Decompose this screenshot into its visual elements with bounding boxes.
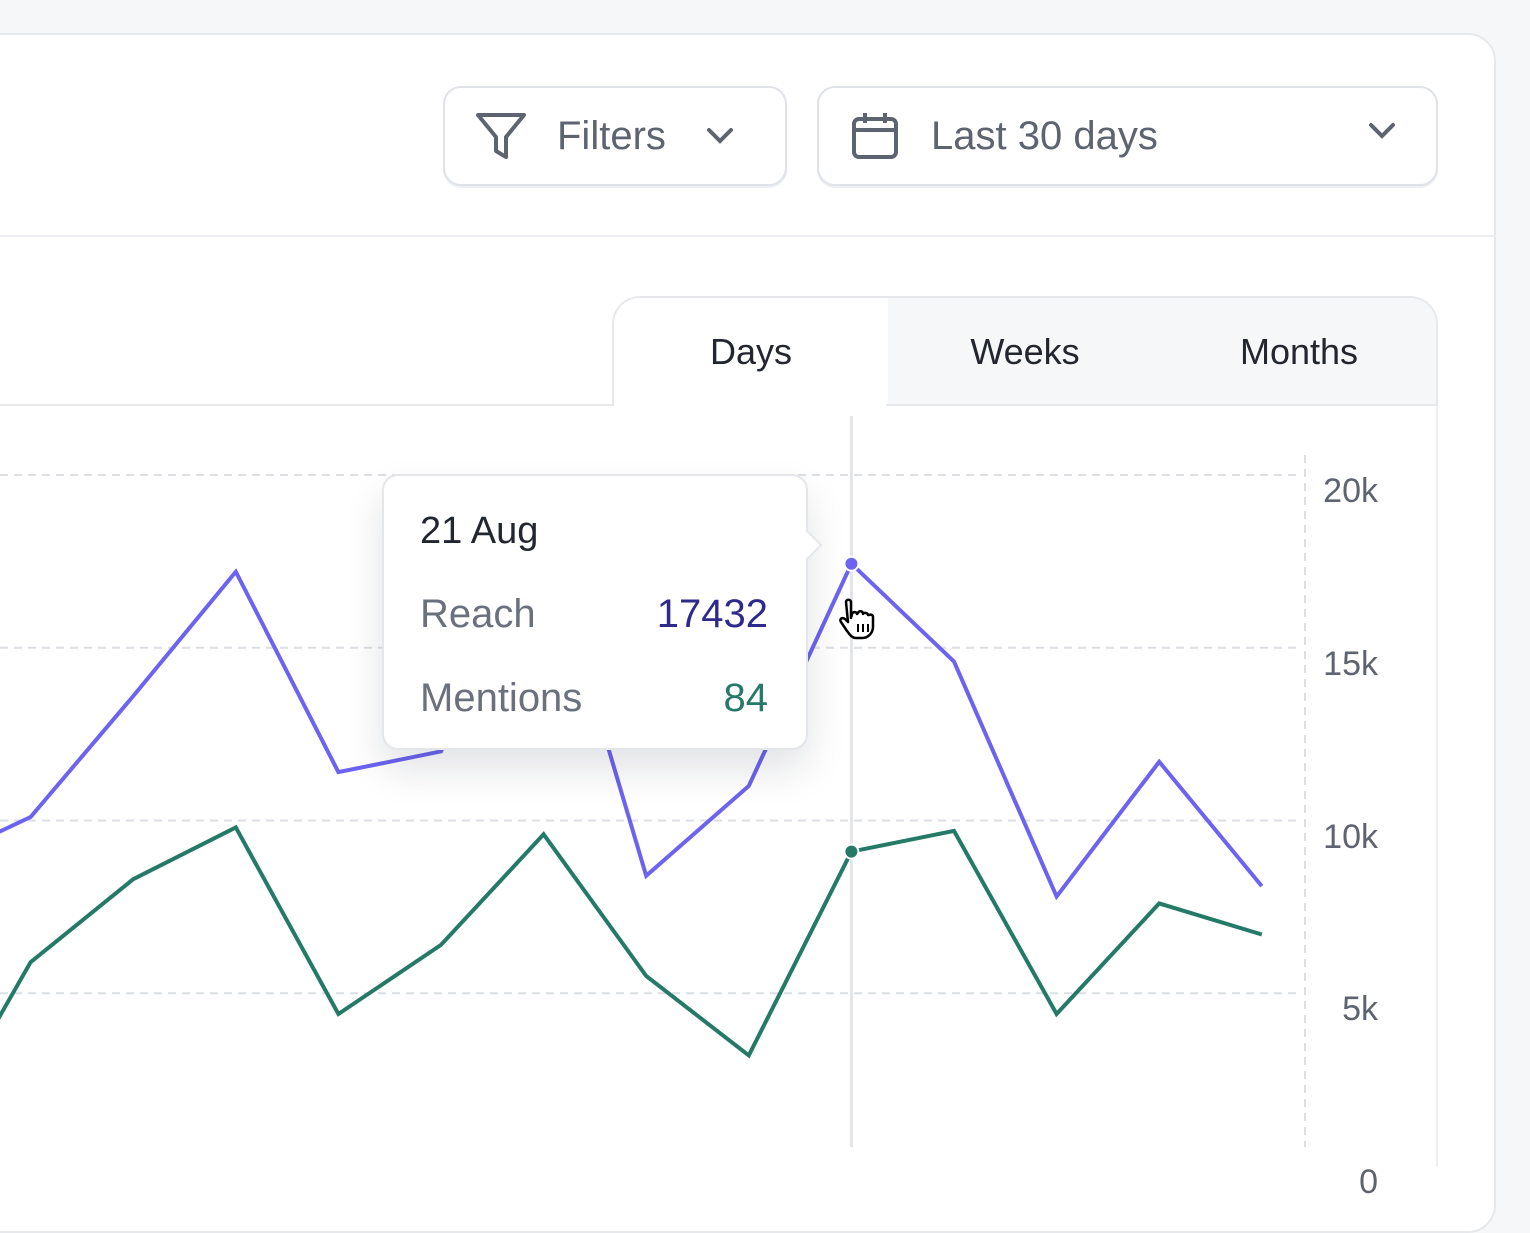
chart-tooltip: 21 Aug Reach 17432 Mentions 84 [382,474,808,750]
chevron-down-icon [706,128,733,144]
y-tick-label: 20k [1323,472,1378,510]
tab-days[interactable]: Days [614,298,888,406]
filters-button[interactable]: Filters [443,86,787,186]
filters-label: Filters [557,113,666,158]
tooltip-reach-label: Reach [420,592,536,636]
tooltip-mentions-label: Mentions [420,676,583,720]
tooltip-mentions-value: 84 [723,676,769,720]
tooltip-date: 21 Aug [420,510,539,552]
header-divider [0,235,1496,237]
hand-cursor-icon [839,598,875,640]
filter-icon [476,113,526,159]
calendar-icon [852,113,898,159]
y-tick-label: 10k [1323,817,1378,856]
tooltip-mentions-row: Mentions 84 [420,676,768,721]
tooltip-reach-value: 17432 [656,592,768,636]
tab-months[interactable]: Months [1239,331,1359,372]
date-range-label: Last 30 days [931,113,1158,158]
date-range-select[interactable]: Last 30 days [817,86,1438,186]
y-tick-label: 15k [1323,644,1378,683]
tabs-baseline [886,404,1438,406]
chart-right-border [1436,406,1438,1166]
data-point-mentions[interactable] [843,843,860,860]
y-tick-label: 5k [1342,990,1378,1029]
data-point-reach[interactable] [843,555,860,572]
granularity-tabs: Days Weeks Months [612,296,1438,406]
y-tick-label: 0 [1359,1163,1378,1201]
tooltip-reach-row: Reach 17432 [420,592,768,637]
tab-weeks[interactable]: Weeks [970,331,1080,372]
series-line-mentions [0,824,1263,1059]
tabs-baseline [0,404,614,406]
chevron-down-icon [1369,123,1395,139]
